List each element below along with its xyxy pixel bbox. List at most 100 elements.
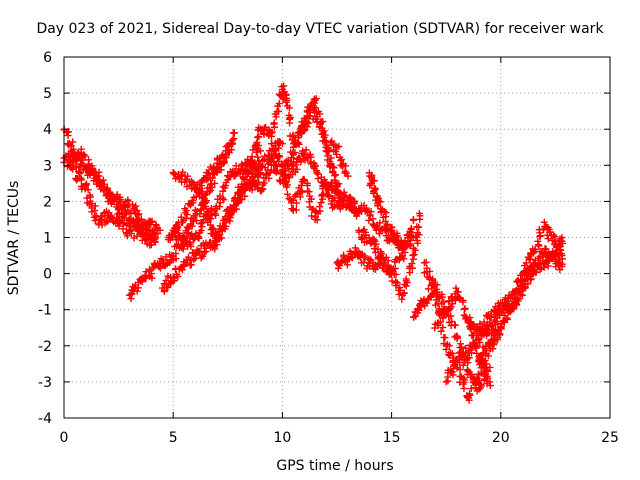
interpolated-point [467, 349, 475, 357]
interpolated-point [170, 170, 178, 178]
interpolated-point [408, 260, 416, 268]
interpolated-point [147, 218, 155, 226]
interpolated-point [169, 277, 177, 285]
interpolated-point [218, 152, 226, 160]
interpolated-point [245, 169, 253, 177]
interpolated-point [536, 265, 544, 273]
interpolated-point [366, 211, 374, 219]
interpolated-point [467, 385, 475, 393]
interpolated-point [208, 183, 216, 191]
interpolated-point [275, 100, 283, 108]
interpolated-point [383, 221, 391, 229]
interpolated-point [127, 229, 135, 237]
y-tick-label: -1 [38, 303, 52, 319]
interpolated-point [466, 391, 474, 399]
interpolated-point [530, 247, 538, 255]
interpolated-point [300, 121, 308, 129]
interpolated-point [456, 366, 464, 374]
interpolated-point [298, 129, 306, 137]
interpolated-point [331, 172, 339, 180]
data-point [442, 378, 450, 386]
interpolated-point [376, 219, 384, 227]
x-axis-ticks: 0 5 10 15 20 25 [60, 57, 619, 446]
interpolated-point [490, 337, 498, 345]
data-point [409, 215, 417, 223]
x-tick-label: 25 [601, 430, 619, 446]
interpolated-point [222, 222, 230, 230]
interpolated-point [80, 151, 88, 159]
interpolated-point [103, 218, 111, 226]
interpolated-point [439, 314, 447, 322]
interpolated-point [471, 380, 479, 388]
interpolated-point [265, 174, 273, 182]
interpolated-point [114, 210, 122, 218]
data-points [60, 82, 567, 404]
data-point [222, 150, 230, 158]
interpolated-point [271, 146, 279, 154]
interpolated-point [285, 104, 293, 112]
interpolated-point [478, 327, 486, 335]
interpolated-point [308, 212, 316, 220]
interpolated-point [284, 181, 292, 189]
interpolated-point [519, 291, 527, 299]
interpolated-point [351, 244, 359, 252]
interpolated-point [320, 127, 328, 135]
interpolated-point [484, 374, 492, 382]
interpolated-point [91, 206, 99, 214]
interpolated-point [282, 98, 290, 106]
interpolated-point [461, 304, 469, 312]
data-point [431, 288, 439, 296]
interpolated-point [402, 275, 410, 283]
interpolated-point [255, 178, 263, 186]
interpolated-point [449, 365, 457, 373]
interpolated-point [331, 194, 339, 202]
interpolated-point [179, 168, 187, 176]
y-tick-label: -3 [38, 375, 52, 391]
interpolated-point [260, 179, 268, 187]
interpolated-point [188, 222, 196, 230]
interpolated-point [492, 317, 500, 325]
interpolated-point [321, 131, 329, 139]
interpolated-point [221, 184, 229, 192]
interpolated-point [129, 201, 137, 209]
interpolated-point [299, 147, 307, 155]
interpolated-point [142, 231, 150, 239]
interpolated-point [452, 332, 460, 340]
interpolated-point [66, 157, 74, 165]
interpolated-point [316, 203, 324, 211]
interpolated-point [493, 336, 501, 344]
interpolated-point [135, 210, 143, 218]
interpolated-point [197, 227, 205, 235]
interpolated-point [481, 370, 489, 378]
interpolated-point [73, 155, 81, 163]
interpolated-point [95, 172, 103, 180]
interpolated-point [206, 174, 214, 182]
interpolated-point [187, 242, 195, 250]
interpolated-point [375, 230, 383, 238]
interpolated-point [113, 192, 121, 200]
interpolated-point [174, 272, 182, 280]
interpolated-point [460, 311, 468, 319]
interpolated-point [328, 137, 336, 145]
interpolated-point [172, 250, 180, 258]
interpolated-point [319, 118, 327, 126]
interpolated-point [406, 269, 414, 277]
interpolated-point [230, 135, 238, 143]
interpolated-point [270, 119, 278, 127]
interpolated-point [251, 143, 259, 151]
interpolated-point [220, 157, 228, 165]
interpolated-point [504, 294, 512, 302]
interpolated-point [199, 252, 207, 260]
interpolated-point [454, 288, 462, 296]
interpolated-point [451, 361, 459, 369]
data-point [77, 176, 85, 184]
interpolated-point [296, 193, 304, 201]
interpolated-point [459, 298, 467, 306]
interpolated-point [437, 327, 445, 335]
interpolated-point [238, 188, 246, 196]
interpolated-point [497, 299, 505, 307]
interpolated-point [439, 323, 447, 331]
interpolated-point [503, 315, 511, 323]
interpolated-point [173, 224, 181, 232]
